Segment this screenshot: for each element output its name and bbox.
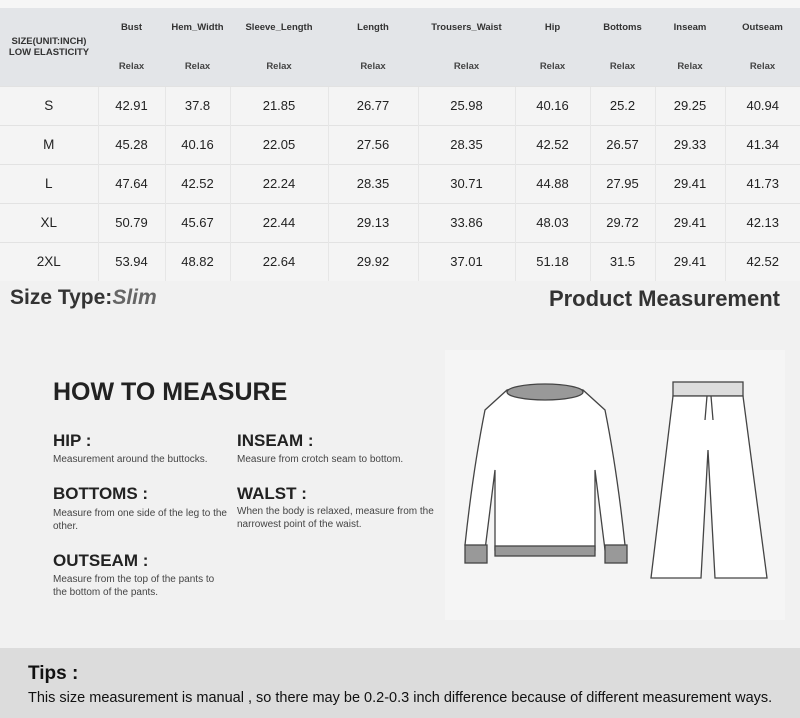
table-cell: 29.72 bbox=[589, 202, 655, 242]
table-cell: 48.82 bbox=[164, 241, 230, 281]
relax-subheader: Relax bbox=[98, 47, 165, 86]
table-cell: 25.98 bbox=[417, 85, 515, 125]
pants-drawing bbox=[650, 381, 768, 579]
size-type-label: Size Type: bbox=[10, 286, 113, 309]
size-label: L bbox=[0, 163, 98, 203]
walst-term: WALST : bbox=[237, 484, 307, 503]
outseam-term: OUTSEAM : bbox=[53, 551, 149, 570]
size-label: XL bbox=[0, 202, 98, 242]
table-row: L 47.64 42.52 22.24 28.35 30.71 44.88 27.95 29.4… bbox=[0, 163, 800, 203]
relax-subheader: Relax bbox=[418, 47, 515, 86]
size-type-value: Slim bbox=[112, 286, 157, 309]
table-cell: 45.28 bbox=[97, 124, 165, 164]
table-cell: 29.13 bbox=[327, 202, 418, 242]
size-label: M bbox=[0, 124, 98, 164]
top-strip bbox=[0, 0, 800, 8]
table-cell: 27.95 bbox=[589, 163, 655, 203]
table-cell: 44.88 bbox=[514, 163, 590, 203]
tips-text: This size measurement is manual , so the… bbox=[28, 690, 773, 706]
size-header: SIZE(UNIT:INCH) LOW ELASTICITY bbox=[0, 8, 98, 86]
size-table: SIZE(UNIT:INCH) LOW ELASTICITY Bust Hem_Wid… bbox=[0, 8, 800, 281]
tips-bar bbox=[0, 648, 800, 718]
table-cell: 25.2 bbox=[589, 85, 655, 125]
table-cell: 33.86 bbox=[417, 202, 515, 242]
outseam-desc: Measure from the top of the pants to the… bbox=[53, 574, 215, 598]
how-to-measure-title: HOW TO MEASURE bbox=[53, 378, 288, 406]
table-cell: 30.71 bbox=[417, 163, 515, 203]
table-cell: 29.41 bbox=[654, 241, 725, 281]
table-cell: 28.35 bbox=[417, 124, 515, 164]
relax-subheader: Relax bbox=[725, 47, 800, 86]
table-cell: 21.85 bbox=[229, 85, 328, 125]
table-cell: 40.94 bbox=[724, 85, 800, 125]
table-cell: 53.94 bbox=[97, 241, 165, 281]
table-cell: 28.35 bbox=[327, 163, 418, 203]
garment-illustration bbox=[445, 350, 785, 620]
column-header: Trousers_Waist bbox=[418, 8, 515, 47]
table-cell: 37.01 bbox=[417, 241, 515, 281]
table-cell: 42.91 bbox=[97, 85, 165, 125]
column-header: Sleeve_Length bbox=[230, 8, 328, 47]
size-label: 2XL bbox=[0, 241, 98, 281]
table-cell: 22.05 bbox=[229, 124, 328, 164]
table-row: XL 50.79 45.67 22.44 29.13 33.86 48.03 29.72 29.… bbox=[0, 202, 800, 242]
table-cell: 47.64 bbox=[97, 163, 165, 203]
column-header: Length bbox=[328, 8, 418, 47]
table-row: M 45.28 40.16 22.05 27.56 28.35 42.52 26.57 29.3… bbox=[0, 124, 800, 164]
table-cell: 41.73 bbox=[724, 163, 800, 203]
table-cell: 40.16 bbox=[164, 124, 230, 164]
walst-desc: When the body is relaxed, measure from t… bbox=[237, 506, 434, 530]
bottoms-term: BOTTOMS : bbox=[53, 484, 149, 503]
relax-subheader: Relax bbox=[655, 47, 725, 86]
table-cell: 42.52 bbox=[164, 163, 230, 203]
table-cell: 42.52 bbox=[514, 124, 590, 164]
table-cell: 48.03 bbox=[514, 202, 590, 242]
table-cell: 45.67 bbox=[164, 202, 230, 242]
size-type: Size Type:Slim bbox=[10, 286, 157, 310]
column-header: Hem_Width bbox=[165, 8, 230, 47]
table-cell: 42.13 bbox=[724, 202, 800, 242]
table-cell: 29.41 bbox=[654, 163, 725, 203]
relax-subheader: Relax bbox=[515, 47, 590, 86]
column-header: Outseam bbox=[725, 8, 800, 47]
table-row: S 42.91 37.8 21.85 26.77 25.98 40.16 25.2 29.25 4… bbox=[0, 85, 800, 125]
table-row: 2XL 53.94 48.82 22.64 29.92 37.01 51.18 31.5 29.… bbox=[0, 241, 800, 281]
table-cell: 29.41 bbox=[654, 202, 725, 242]
table-cell: 31.5 bbox=[589, 241, 655, 281]
table-cell: 37.8 bbox=[164, 85, 230, 125]
relax-subheader: Relax bbox=[328, 47, 418, 86]
table-cell: 42.52 bbox=[724, 241, 800, 281]
table-cell: 22.44 bbox=[229, 202, 328, 242]
column-header: Inseam bbox=[655, 8, 725, 47]
table-cell: 22.24 bbox=[229, 163, 328, 203]
product-measurement-title: Product Measurement bbox=[548, 286, 780, 311]
inseam-term: INSEAM : bbox=[237, 431, 314, 450]
tips-title: Tips : bbox=[28, 663, 79, 684]
table-cell: 26.57 bbox=[589, 124, 655, 164]
column-header: Bust bbox=[98, 8, 165, 47]
relax-subheader: Relax bbox=[230, 47, 328, 86]
relax-subheader: Relax bbox=[590, 47, 655, 86]
table-cell: 40.16 bbox=[514, 85, 590, 125]
relax-subheader: Relax bbox=[165, 47, 230, 86]
table-cell: 22.64 bbox=[229, 241, 328, 281]
size-label: S bbox=[0, 85, 98, 125]
table-cell: 29.33 bbox=[654, 124, 725, 164]
bottoms-desc: Measure from one side of the leg to the … bbox=[53, 508, 227, 532]
table-cell: 29.25 bbox=[654, 85, 725, 125]
table-cell: 51.18 bbox=[514, 241, 590, 281]
table-cell: 29.92 bbox=[327, 241, 418, 281]
hip-term: HIP : bbox=[53, 431, 92, 450]
table-cell: 41.34 bbox=[724, 124, 800, 164]
table-cell: 27.56 bbox=[327, 124, 418, 164]
table-cell: 26.77 bbox=[327, 85, 418, 125]
inseam-desc: Measure from crotch seam to bottom. bbox=[237, 454, 404, 465]
column-header: Hip bbox=[515, 8, 590, 47]
table-cell: 50.79 bbox=[97, 202, 165, 242]
column-header: Bottoms bbox=[590, 8, 655, 47]
sweatshirt-drawing bbox=[464, 383, 628, 564]
hip-desc: Measurement around the buttocks. bbox=[53, 454, 208, 465]
